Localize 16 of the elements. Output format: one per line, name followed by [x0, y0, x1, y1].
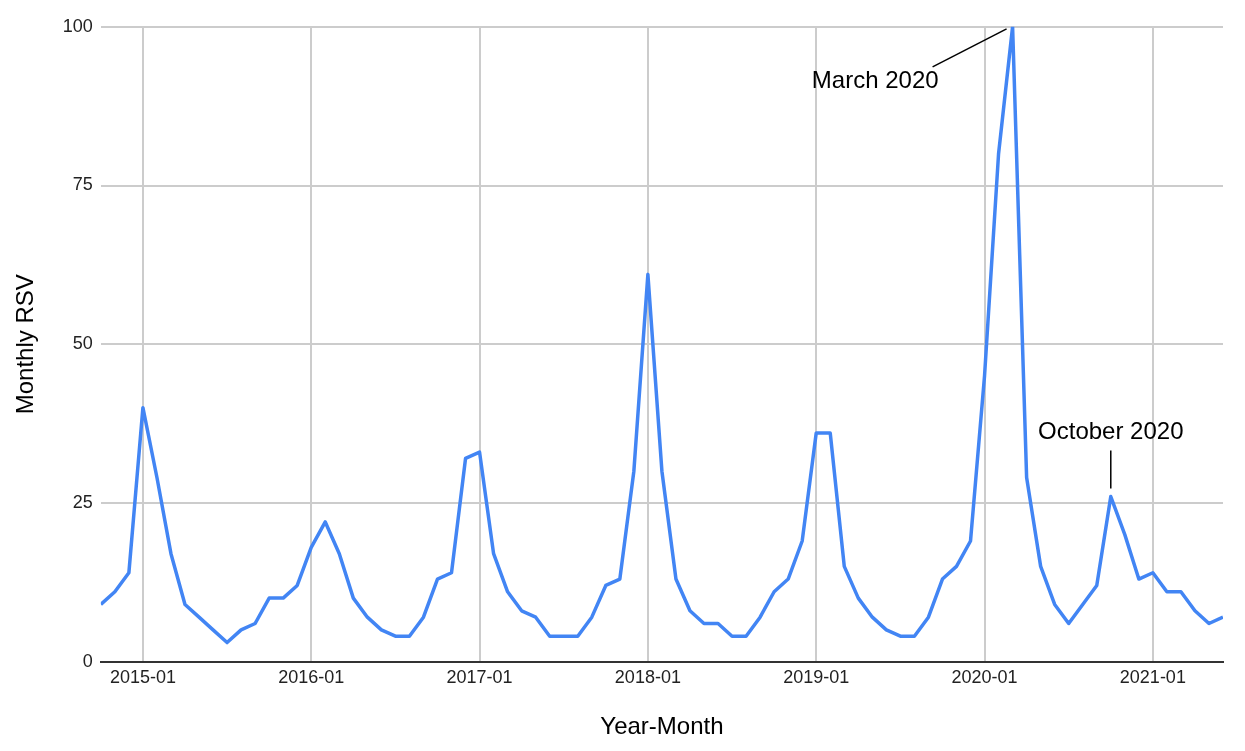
y-tick-label: 100: [62, 15, 93, 36]
y-tick-label: 25: [72, 491, 93, 512]
y-tick-label: 0: [82, 650, 93, 671]
annotation: October 2020: [1038, 417, 1184, 445]
y-axis-title: Monthly RSV: [11, 274, 39, 415]
x-tick-label: 2017-01: [446, 667, 513, 688]
x-tick-label: 2015-01: [109, 667, 176, 688]
y-tick-label: 50: [72, 333, 93, 354]
x-tick-label: 2018-01: [614, 667, 681, 688]
y-tick-label: 75: [72, 174, 93, 195]
x-tick-label: 2016-01: [278, 667, 345, 688]
x-tick-label: 2020-01: [951, 667, 1018, 688]
x-tick-label: 2021-01: [1119, 667, 1186, 688]
x-axis-title: Year-Month: [600, 712, 724, 740]
annotation: March 2020: [811, 66, 939, 94]
x-tick-label: 2019-01: [783, 667, 850, 688]
